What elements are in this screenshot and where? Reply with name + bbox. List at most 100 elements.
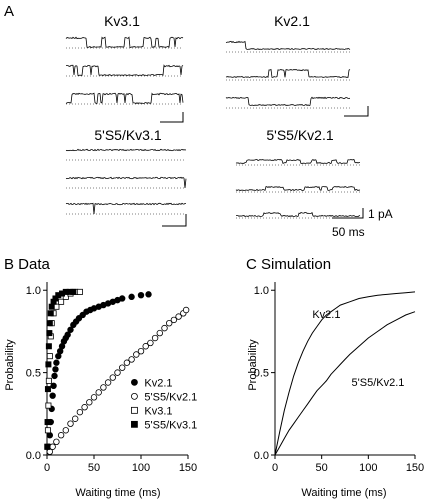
data-point [104, 379, 112, 386]
series-line [274, 311, 416, 456]
chart-b-xlabel: Waiting time (ms) [75, 487, 160, 499]
data-point [57, 432, 65, 439]
panel-a-letter: A [4, 3, 14, 20]
data-point [49, 392, 56, 399]
trace-line [225, 68, 351, 79]
scale-bracket-5s5-kv31 [162, 214, 187, 227]
panel-b: B Data Probability Waiting time (ms) 0 50… [4, 256, 197, 499]
trace-line [65, 92, 184, 104]
scale-current-label: 1 pA [368, 207, 393, 221]
annotation-5s5-kv21: 5'S5/Kv2.1 [352, 377, 405, 389]
trace-label-5s5-kv21: 5'S5/Kv2.1 [266, 127, 333, 143]
data-point [47, 310, 54, 317]
data-point [145, 291, 152, 298]
legend-marker [131, 378, 138, 386]
chart-b-ylabel: Probability [4, 339, 16, 391]
trace-line [65, 36, 184, 48]
y-tick-label: 0.5 [254, 368, 269, 380]
data-point [52, 366, 59, 373]
traces-5s5-kv31 [65, 148, 187, 215]
data-point [81, 404, 88, 411]
data-point [76, 288, 83, 295]
data-point [76, 408, 84, 416]
data-point [46, 353, 53, 360]
traces-kv21 [225, 40, 351, 109]
data-point [151, 334, 159, 342]
series-line [274, 291, 416, 456]
x-tick-label: 50 [316, 462, 328, 474]
data-point [53, 359, 60, 366]
trace-line [235, 158, 361, 165]
data-point [118, 295, 126, 302]
chart-c-ylabel: Probability [247, 339, 259, 391]
data-point [50, 382, 57, 389]
data-point [53, 438, 60, 446]
data-point [137, 291, 145, 299]
trace-line [65, 176, 187, 189]
data-point [128, 293, 135, 301]
data-point [175, 313, 182, 320]
data-point [114, 369, 121, 376]
x-tick-label: 150 [179, 462, 197, 474]
y-tick-label: 0.0 [254, 450, 269, 462]
data-point [70, 288, 77, 295]
x-tick-label: 0 [44, 462, 50, 474]
trace-label-kv21: Kv2.1 [274, 13, 310, 29]
trace-line [235, 186, 361, 192]
trace-line [225, 96, 351, 107]
data-point [147, 339, 154, 347]
panel-c: C Simulation Probability Waiting time (m… [246, 256, 424, 499]
data-point [45, 377, 52, 384]
legend-marker [131, 392, 138, 400]
data-point [118, 364, 126, 371]
x-tick-label: 50 [88, 462, 100, 474]
chart-b-title: B Data [4, 256, 51, 273]
trace-line [225, 40, 351, 50]
data-point [44, 427, 51, 434]
data-point [46, 320, 53, 327]
trace-label-5s5-kv31: 5'S5/Kv3.1 [94, 127, 161, 143]
data-point [44, 419, 51, 426]
data-point [182, 306, 190, 314]
data-point [51, 372, 58, 380]
legend-label: 5'S5/Kv3.1 [144, 419, 197, 431]
data-point [137, 348, 145, 355]
data-point [64, 331, 71, 338]
trace-line [65, 148, 187, 152]
y-tick-label: 0.5 [26, 368, 41, 380]
legend-label: Kv2.1 [144, 377, 172, 389]
data-point [48, 303, 55, 310]
data-point [45, 361, 52, 368]
data-point [67, 420, 74, 427]
trace-line [65, 202, 187, 215]
data-point [71, 415, 79, 422]
trace-line [235, 211, 361, 218]
legend-label: 5'S5/Kv2.1 [144, 391, 197, 403]
trace-label-kv31: Kv3.1 [104, 13, 140, 29]
data-point [62, 427, 70, 434]
legend-label: Kv3.1 [144, 405, 172, 417]
data-point [95, 389, 102, 396]
x-tick-label: 150 [406, 462, 424, 474]
data-point [128, 356, 135, 363]
scale-bar [332, 208, 364, 219]
traces-5s5-kv21 [235, 158, 361, 219]
data-point [165, 319, 173, 327]
chart-c-plot: 0 50 100 150 0.0 0.5 1.0 Kv2.1 5'S5/Kv2.1 [254, 282, 424, 474]
data-point [133, 351, 140, 358]
y-tick-label: 1.0 [254, 285, 269, 297]
data-point [156, 329, 163, 337]
annotation-kv21: Kv2.1 [312, 309, 340, 321]
data-point [45, 343, 52, 350]
x-tick-label: 0 [272, 462, 278, 474]
data-point [49, 443, 56, 450]
scale-time-label: 50 ms [332, 225, 365, 239]
data-point [90, 394, 98, 401]
panel-a: A Kv3.1 Kv2.1 5'S5/Kv3.1 5'S5/Kv2.1 1 pA… [4, 3, 393, 239]
data-point [161, 324, 168, 332]
scale-bracket-kv31 [160, 112, 184, 123]
legend-marker [131, 420, 138, 428]
traces-kv31 [65, 36, 184, 105]
trace-line [65, 64, 184, 76]
